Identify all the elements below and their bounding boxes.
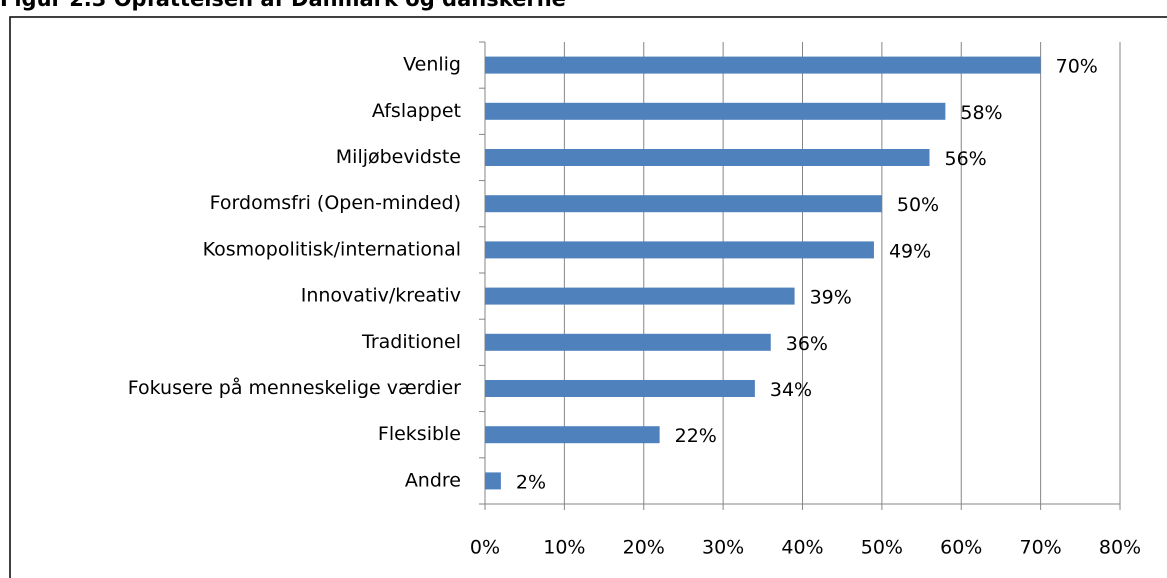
bar [485,241,874,259]
bar [485,149,930,166]
y-tick-label: Miljøbevidste [336,146,461,168]
value-label: 39% [810,287,852,309]
bar [485,56,1041,74]
y-tick-label: Afslappet [372,100,461,122]
bar [485,426,660,444]
value-label: 36% [786,333,828,355]
value-label: 34% [770,379,812,401]
y-tick-label: Kosmopolitisk/international [203,238,461,260]
value-label: 22% [675,425,717,447]
y-tick-label: Fordomsfri (Open-minded) [210,192,461,214]
x-tick-label: 20% [623,537,665,559]
x-tick-label: 70% [1020,537,1062,559]
bar [485,102,946,120]
y-tick-label: Andre [405,469,461,491]
bar [485,287,795,305]
y-tick-label: Fokusere på menneskelige værdier [128,376,461,399]
value-label: 50% [897,194,939,216]
x-tick-label: 40% [781,537,823,559]
y-tick-label: Venlig [403,54,461,76]
x-tick-label: 60% [940,537,982,559]
x-tick-label: 10% [543,537,585,559]
value-label: 70% [1056,56,1098,78]
bar [485,195,882,213]
x-tick-label: 0% [470,537,500,559]
bar [485,333,771,351]
x-tick-label: 50% [861,537,903,559]
x-tick-label: 30% [702,537,744,559]
value-label: 58% [960,102,1002,124]
bar [485,380,755,397]
y-tick-label: Innovativ/kreativ [301,285,461,307]
x-tick-label: 80% [1099,537,1141,559]
chart-frame [9,16,1167,578]
value-label: 56% [945,148,987,170]
bar [485,472,501,490]
value-label: 49% [889,240,931,262]
chart-title: Figur 2.3 Opfattelsen af Danmark og dans… [0,0,566,11]
y-tick-label: Fleksible [378,423,461,445]
y-tick-label: Traditionel [361,331,461,353]
value-label: 2% [516,471,546,493]
